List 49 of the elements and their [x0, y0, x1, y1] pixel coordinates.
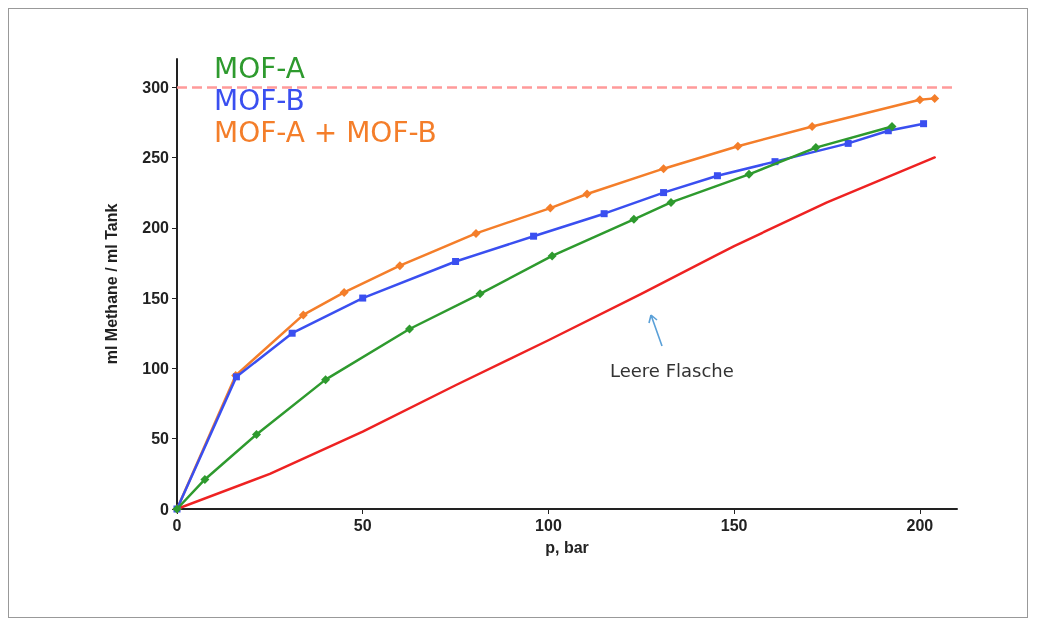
point [405, 324, 415, 334]
point [659, 164, 669, 174]
point [321, 375, 331, 385]
text: MOF-A [214, 51, 305, 85]
point [475, 289, 485, 299]
y-tick-label: 100 [142, 359, 170, 377]
point [915, 95, 925, 105]
y-tick-label: 200 [142, 219, 170, 237]
point [200, 474, 210, 484]
x-tick-label: 150 [720, 516, 748, 534]
y-tick-label: 300 [142, 78, 170, 96]
x-axis-title: p, bar [545, 538, 589, 556]
point [600, 210, 608, 218]
annotation: Leere Flasche [610, 360, 734, 381]
point [660, 189, 668, 197]
text: MOF-B [214, 83, 305, 117]
point [547, 251, 557, 261]
point [251, 429, 261, 439]
point [844, 139, 852, 147]
point [582, 189, 592, 199]
point [887, 122, 897, 131]
point [920, 120, 928, 128]
point [395, 261, 405, 271]
x-tick-label: 200 [906, 516, 934, 534]
point [811, 143, 821, 153]
y-axis-title: ml Methane / ml Tank [102, 203, 120, 365]
point [733, 141, 743, 151]
y-tick-label: 250 [142, 148, 170, 166]
point [744, 169, 754, 179]
x-tick-label: 0 [172, 516, 182, 534]
x-tick-label: 50 [353, 516, 372, 534]
point [359, 294, 367, 302]
point [298, 310, 308, 320]
point [545, 203, 555, 213]
point [288, 329, 296, 337]
point [930, 93, 940, 103]
y-tick-label: 0 [160, 500, 170, 518]
point [471, 228, 481, 238]
point [807, 122, 817, 131]
point [713, 172, 721, 180]
point [530, 232, 538, 240]
y-tick-label: 150 [142, 289, 170, 307]
point [666, 197, 676, 207]
text: MOF-A + MOF-B [214, 115, 437, 149]
x-tick-label: 100 [535, 516, 562, 534]
point [629, 214, 639, 224]
point [339, 287, 349, 297]
point [452, 258, 460, 265]
y-tick-label: 50 [151, 430, 170, 448]
